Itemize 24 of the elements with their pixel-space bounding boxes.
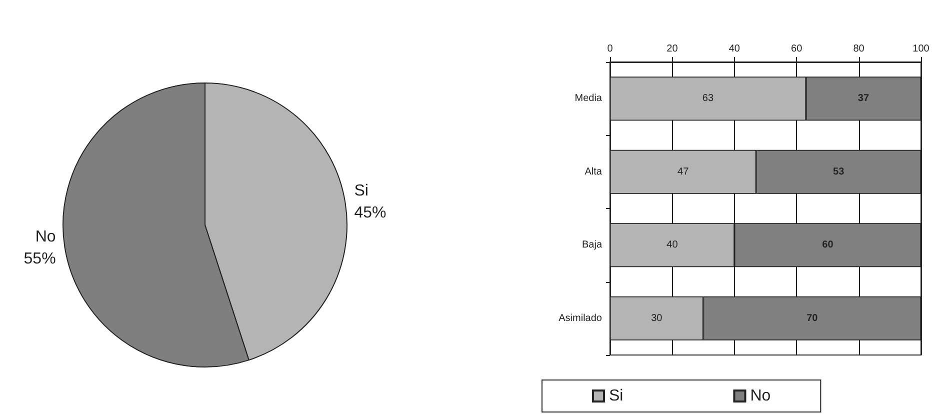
x-tick-label: 0 (607, 44, 614, 54)
legend-label: No (750, 388, 771, 404)
y-tick-label: Media (574, 93, 602, 104)
x-tick-label: 60 (791, 44, 803, 54)
x-tick-label: 20 (666, 44, 678, 54)
data-label: 60 (822, 240, 834, 251)
slice-label: No (35, 228, 56, 246)
data-label: 55% (24, 250, 56, 268)
y-tick-label: Alta (584, 166, 602, 178)
x-tick-label: 100 (912, 44, 930, 54)
legend-label: Si (609, 388, 624, 404)
data-label: 70 (806, 312, 818, 324)
data-label: 53 (833, 166, 845, 178)
data-label: 45% (354, 204, 386, 222)
data-label: 37 (858, 93, 870, 104)
slice-label: Si (354, 182, 368, 200)
x-tick-label: 40 (728, 44, 740, 54)
y-tick-label: Asimilado (558, 312, 602, 324)
data-label: 30 (651, 312, 663, 324)
x-tick-label: 80 (853, 44, 865, 54)
data-label: 40 (666, 240, 678, 251)
data-label: 47 (678, 166, 690, 178)
y-tick-label: Baja (582, 240, 602, 251)
data-label: 63 (702, 93, 714, 104)
